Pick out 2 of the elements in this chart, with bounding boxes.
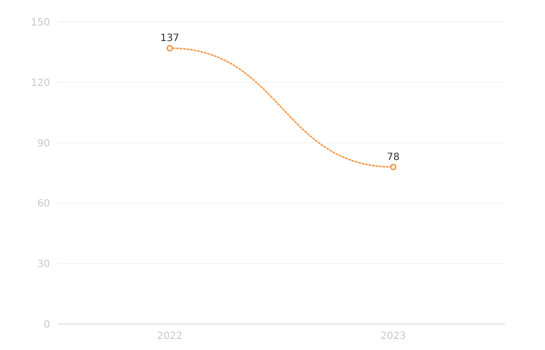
data-label: 78: [386, 152, 400, 163]
data-label: 137: [160, 33, 180, 44]
